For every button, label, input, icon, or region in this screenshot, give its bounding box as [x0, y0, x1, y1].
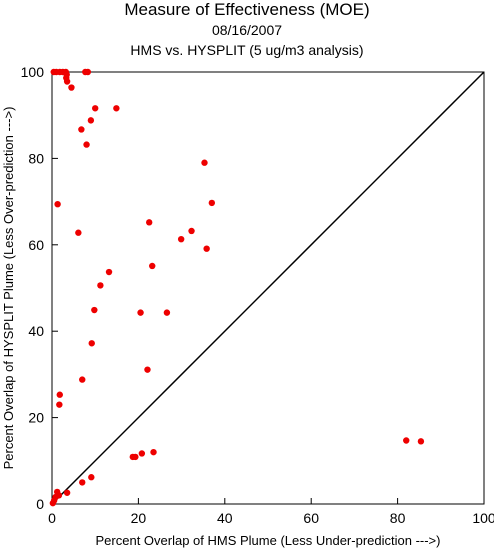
data-point [56, 401, 63, 408]
x-tick-label: 80 [390, 510, 406, 526]
data-point [417, 438, 425, 445]
data-point [56, 391, 63, 398]
y-tick-label: 20 [28, 410, 44, 426]
data-point [75, 229, 82, 236]
data-point [201, 159, 208, 166]
data-point [137, 309, 144, 316]
data-point [53, 488, 61, 496]
chart-date: 08/16/2007 [211, 22, 283, 38]
data-point [88, 340, 95, 347]
data-points [49, 68, 425, 507]
data-point [54, 200, 61, 208]
plot-frame [51, 71, 485, 505]
data-point [97, 282, 104, 289]
data-point [63, 78, 71, 85]
y-tick-label: 100 [21, 64, 45, 80]
y-tick-label: 0 [36, 496, 44, 512]
chart-subtitle: HMS vs. HYSPLIT (5 ug/m3 analysis) [130, 42, 364, 58]
chart-title: Measure of Effectiveness (MOE) [124, 0, 370, 19]
data-point [163, 309, 171, 316]
data-point [88, 474, 95, 481]
data-point [79, 479, 86, 486]
data-point [177, 235, 185, 243]
y-tick-label: 40 [28, 323, 44, 339]
axis-ticks: 0 20 40 60 80 100 0 20 40 60 80 100 [21, 64, 494, 526]
data-point [68, 84, 75, 91]
y-axis-label: Percent Overlap of HYSPLIT Plume (Less O… [1, 107, 16, 470]
x-tick-label: 60 [303, 510, 319, 526]
data-point [203, 245, 210, 252]
x-tick-label: 0 [48, 510, 56, 526]
data-point [84, 68, 92, 76]
x-tick-label: 40 [217, 510, 233, 526]
data-point [87, 117, 95, 124]
data-point [132, 453, 139, 461]
data-point [92, 105, 99, 112]
data-point [208, 199, 216, 207]
data-point [91, 306, 98, 314]
x-axis-label: Percent Overlap of HMS Plume (Less Under… [96, 533, 441, 548]
data-point [105, 268, 113, 276]
data-point [146, 219, 153, 226]
data-point [188, 227, 195, 235]
y-tick-label: 60 [28, 237, 44, 253]
data-point [113, 105, 120, 112]
data-point [63, 489, 71, 496]
data-point [403, 437, 410, 444]
x-tick-label: 20 [131, 510, 147, 526]
data-point [138, 450, 146, 457]
data-point [83, 141, 90, 148]
data-point [144, 366, 151, 373]
data-point [149, 262, 156, 270]
x-tick-label: 100 [472, 510, 494, 526]
diagonal-reference-line [51, 71, 485, 505]
data-point [79, 376, 86, 383]
data-point [78, 126, 85, 133]
y-tick-label: 80 [28, 150, 44, 166]
data-point [49, 499, 57, 507]
data-point [150, 448, 157, 456]
